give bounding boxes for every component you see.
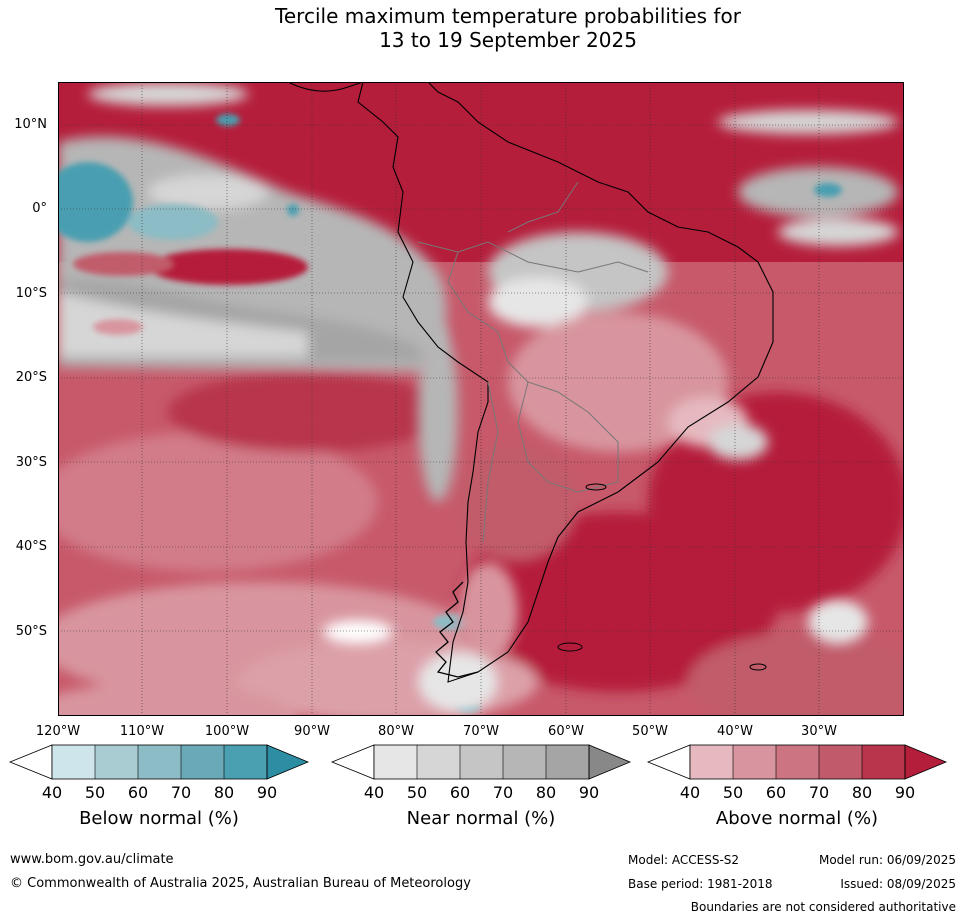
colorbar-above-swatch xyxy=(819,745,862,779)
colorbar-tick: 70 xyxy=(808,783,830,802)
lat-label: 10°S xyxy=(15,286,47,301)
colorbar-near-swatch xyxy=(503,745,546,779)
colorbar-below-swatch xyxy=(181,745,224,779)
colorbar-tick: 40 xyxy=(363,783,385,802)
lon-label: 50°W xyxy=(632,724,668,739)
colorbar-above-high-triangle xyxy=(904,744,948,780)
lon-label: 90°W xyxy=(294,724,330,739)
continent-fields xyxy=(323,232,868,712)
colorbar-near-swatch xyxy=(460,745,503,779)
colorbar-tick: 40 xyxy=(679,783,701,802)
colorbar-below-title: Below normal (%) xyxy=(79,808,239,829)
lat-label: 0° xyxy=(32,201,47,216)
colorbar-above-swatch xyxy=(690,745,733,779)
model-run-text: Model run: 06/09/2025 xyxy=(818,853,956,867)
lat-label: 20°S xyxy=(15,370,47,385)
colorbar-tick: 80 xyxy=(851,783,873,802)
colorbar-near-swatch xyxy=(417,745,460,779)
central-america-coastline xyxy=(287,82,364,92)
colorbar-below-swatch xyxy=(224,745,267,779)
disclaimer-text: Boundaries are not considered authoritat… xyxy=(690,900,956,914)
lat-label: 50°S xyxy=(15,624,47,639)
colorbar-tick: 90 xyxy=(894,783,916,802)
colorbar-below-swatch xyxy=(95,745,138,779)
colorbar-tick: 50 xyxy=(722,783,744,802)
probability-map xyxy=(58,82,904,716)
colorbar-tick: 60 xyxy=(127,783,149,802)
colorbar-tick: 40 xyxy=(41,783,63,802)
colorbar-near-swatch xyxy=(546,745,589,779)
title-line-1: Tercile maximum temperature probabilitie… xyxy=(275,4,741,28)
colorbar-tick: 70 xyxy=(492,783,514,802)
colorbar-near-normal xyxy=(330,744,632,780)
country-borders xyxy=(417,181,649,543)
colorbar-above-title: Above normal (%) xyxy=(715,808,879,829)
colorbar-below-swatch xyxy=(52,745,95,779)
lon-label: 30°W xyxy=(801,724,837,739)
colorbar-below-high-triangle xyxy=(266,744,310,780)
lon-label: 120°W xyxy=(35,724,81,739)
colorbar-tick: 90 xyxy=(256,783,278,802)
lon-label: 40°W xyxy=(717,724,753,739)
lat-label: 30°S xyxy=(15,455,47,470)
colorbar-tick: 80 xyxy=(535,783,557,802)
model-text: Model: ACCESS-S2 xyxy=(628,853,740,867)
lon-label: 110°W xyxy=(119,724,165,739)
lon-label: 70°W xyxy=(463,724,499,739)
colorbar-below-normal xyxy=(8,744,310,780)
colorbar-above-swatch xyxy=(776,745,819,779)
colorbar-tick: 80 xyxy=(213,783,235,802)
colorbar-above-swatch xyxy=(733,745,776,779)
gridlines xyxy=(58,82,904,716)
lat-label: 10°N xyxy=(14,117,47,132)
colorbar-near-high-triangle xyxy=(588,744,632,780)
lon-label: 80°W xyxy=(378,724,414,739)
colorbar-tick: 60 xyxy=(449,783,471,802)
lon-label: 60°W xyxy=(548,724,584,739)
colorbar-tick: 70 xyxy=(170,783,192,802)
copyright-text: © Commonwealth of Australia 2025, Austra… xyxy=(10,876,471,891)
colorbar-tick: 60 xyxy=(765,783,787,802)
colorbar-tick: 50 xyxy=(406,783,428,802)
website-link[interactable]: www.bom.gov.au/climate xyxy=(10,852,174,867)
colorbar-tick: 90 xyxy=(578,783,600,802)
colorbar-tick: 50 xyxy=(84,783,106,802)
lat-label: 40°S xyxy=(15,539,47,554)
pacific-red-patches xyxy=(73,249,308,335)
colorbar-below-low-triangle xyxy=(8,744,53,780)
south-america-coastline xyxy=(357,82,774,683)
issued-text: Issued: 08/09/2025 xyxy=(840,877,956,891)
colorbar-above-normal xyxy=(646,744,948,780)
colorbar-above-swatch xyxy=(862,745,905,779)
colorbar-above-low-triangle xyxy=(646,744,691,780)
colorbar-near-low-triangle xyxy=(330,744,375,780)
base-period-text: Base period: 1981-2018 xyxy=(628,877,773,891)
title-line-2: 13 to 19 September 2025 xyxy=(379,28,637,52)
chile-fjords xyxy=(435,581,479,678)
colorbar-near-title: Near normal (%) xyxy=(406,808,556,829)
colorbar-near-swatch xyxy=(374,745,417,779)
colorbar-below-swatch xyxy=(138,745,181,779)
chart-title: Tercile maximum temperature probabilitie… xyxy=(0,4,965,52)
lon-label: 100°W xyxy=(204,724,250,739)
islands xyxy=(557,483,767,671)
